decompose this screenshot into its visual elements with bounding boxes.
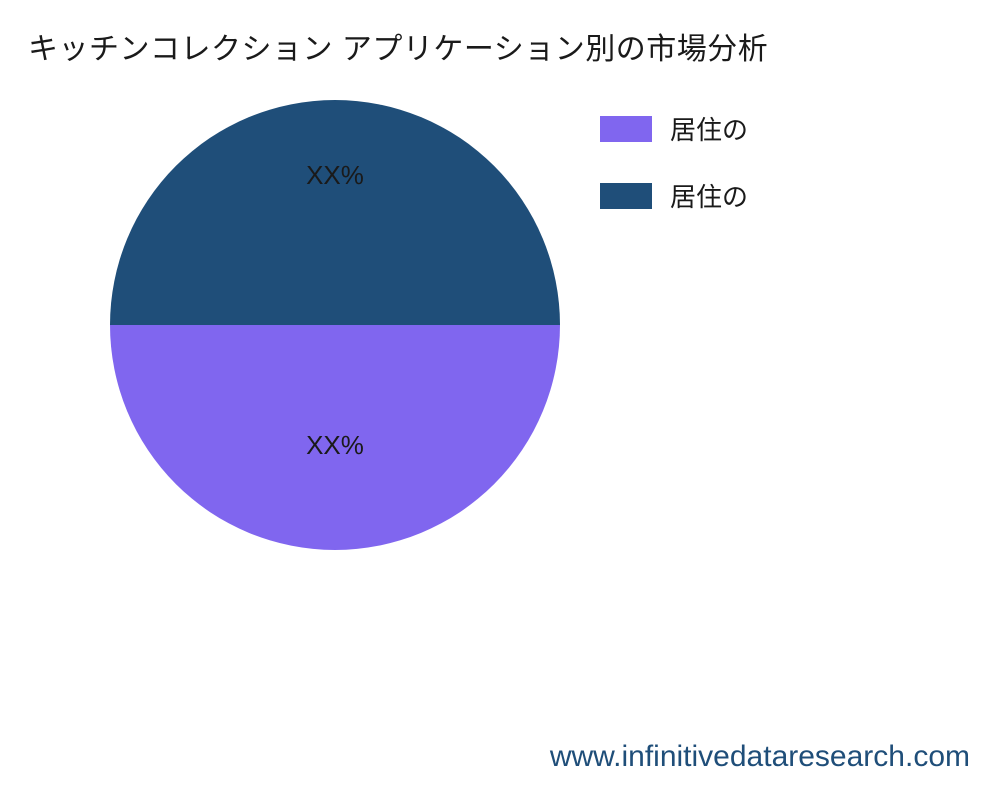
legend-label: 居住の — [670, 177, 748, 214]
legend-swatch — [600, 116, 652, 142]
pie-chart: XX% XX% — [110, 100, 560, 550]
slice-label-bottom: XX% — [306, 430, 364, 461]
footer-text: www.infinitivedataresearch.com — [0, 740, 970, 774]
chart-container: キッチンコレクション アプリケーション別の市場分析 XX% XX% 居住の 居住… — [0, 0, 1000, 800]
legend-item: 居住の — [600, 110, 748, 147]
legend-label: 居住の — [670, 110, 748, 147]
legend: 居住の 居住の — [600, 110, 748, 244]
legend-item: 居住の — [600, 177, 748, 214]
legend-swatch — [600, 183, 652, 209]
chart-title: キッチンコレクション アプリケーション別の市場分析 — [28, 24, 768, 68]
slice-label-top: XX% — [306, 160, 364, 191]
